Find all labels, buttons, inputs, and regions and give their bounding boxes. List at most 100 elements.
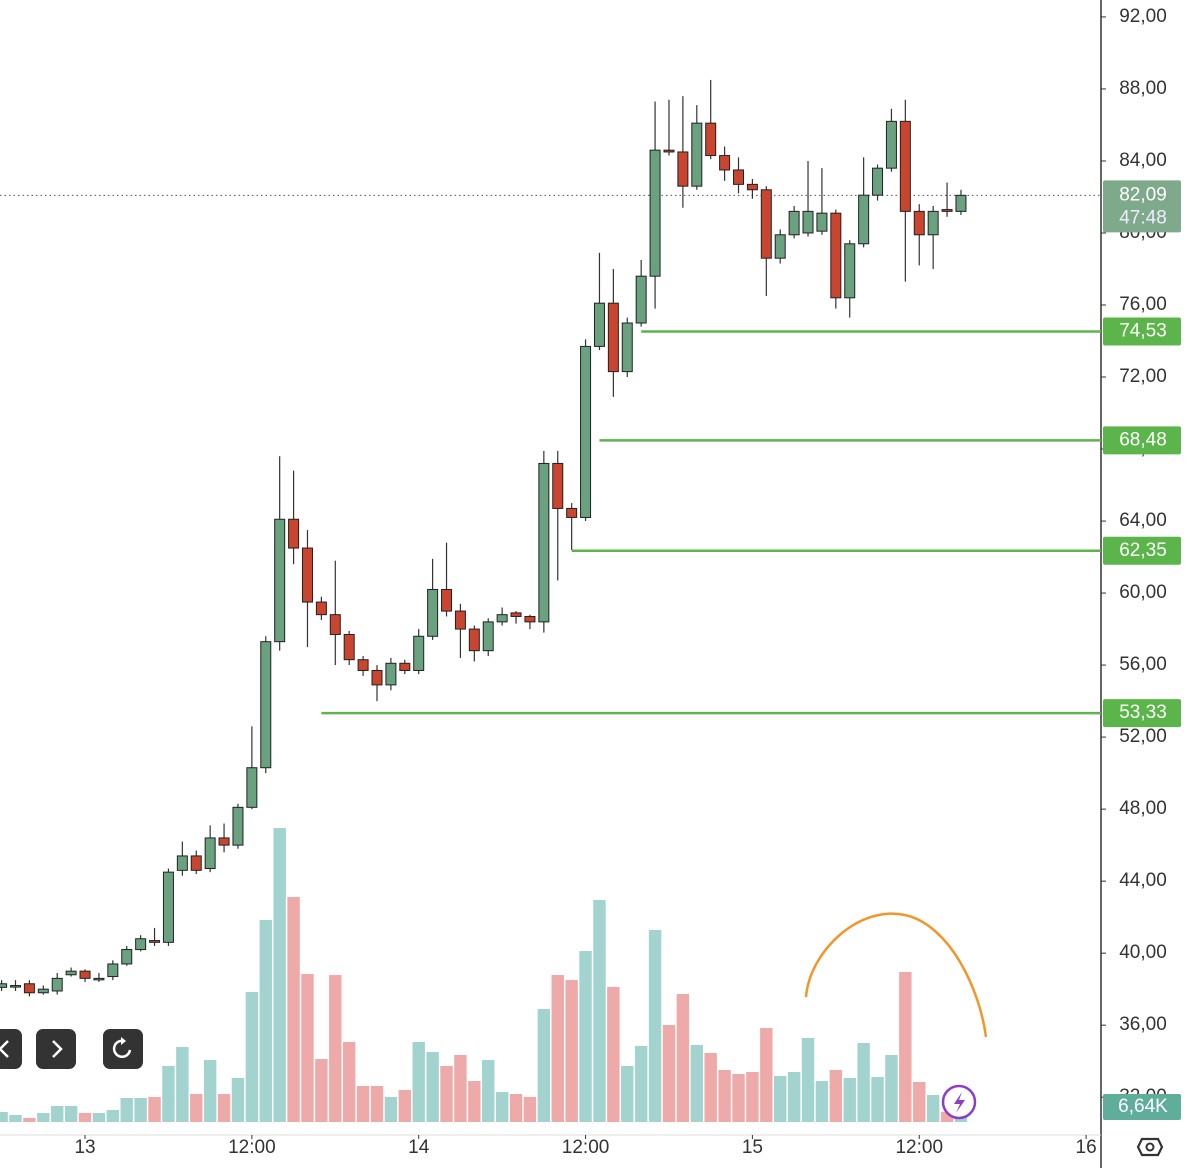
y-tick-label: 44,00: [1119, 870, 1167, 891]
level-label-bg: [1103, 699, 1181, 728]
reset-button[interactable]: [103, 1029, 143, 1069]
volume-bar: [732, 1074, 745, 1122]
y-tick-label: 40,00: [1119, 942, 1167, 963]
volume-bar: [662, 1024, 676, 1122]
reset-icon: [112, 1039, 132, 1059]
volume-bar: [162, 1065, 175, 1122]
candle-body: [816, 212, 828, 232]
candle-body: [482, 621, 494, 652]
candle-body: [719, 155, 731, 171]
volume-bar: [913, 1081, 926, 1122]
volume-bar: [746, 1071, 759, 1122]
volume-bar: [718, 1069, 731, 1122]
volume-bar: [704, 1052, 717, 1122]
candle-body: [357, 659, 369, 671]
candle-body: [385, 662, 397, 686]
forward-button[interactable]: [36, 1029, 76, 1069]
reset-arrow: [121, 1037, 126, 1045]
volume-bar: [871, 1076, 884, 1122]
candle-body: [607, 302, 619, 373]
candle-body: [635, 275, 647, 324]
volume-bar: [315, 1058, 328, 1122]
lightning-bolt: [954, 1092, 965, 1113]
candle-body: [913, 210, 925, 236]
y-tick-label: 60,00: [1119, 582, 1167, 603]
level-label-bg: [1103, 536, 1181, 565]
volume-bar: [760, 1027, 773, 1122]
volume-bar: [78, 1112, 92, 1122]
candle-body: [621, 322, 633, 373]
price-label: 82,09: [1119, 184, 1167, 205]
x-tick-label: 15: [742, 1137, 763, 1158]
volume-bar: [342, 1041, 356, 1122]
candle-body: [260, 641, 272, 769]
x-tick-label: 12:00: [895, 1137, 943, 1158]
candle-body: [510, 612, 522, 617]
volume-bar: [899, 971, 912, 1122]
volume-bar: [301, 973, 314, 1122]
volume-bar: [676, 993, 690, 1122]
candle-body: [552, 462, 564, 509]
volume-bar: [217, 1094, 231, 1122]
candle-body: [788, 210, 800, 236]
volume-bar: [607, 986, 620, 1122]
candle-body: [885, 120, 897, 169]
candle-body: [844, 243, 856, 299]
volume-bar: [412, 1041, 425, 1122]
volume-label: 6,64K: [1118, 1096, 1168, 1117]
volume-bar: [64, 1105, 78, 1122]
y-tick-label: 36,00: [1119, 1014, 1167, 1035]
volume-bar: [176, 1046, 189, 1122]
level-label: 74,53: [1119, 320, 1167, 341]
candle-body: [760, 189, 772, 259]
volume-bar: [634, 1045, 648, 1122]
volume-bar: [287, 896, 300, 1122]
candle-body: [830, 212, 842, 299]
volume-bar: [120, 1098, 133, 1122]
candle-body: [454, 610, 466, 630]
volume-bar: [134, 1098, 147, 1122]
x-tick-label: 16: [1076, 1137, 1097, 1158]
x-tick-label: 14: [408, 1137, 430, 1158]
volume-bar: [0, 1111, 8, 1122]
candle-body: [232, 806, 244, 846]
volume-bar: [523, 1096, 537, 1122]
volume-bar: [148, 1096, 161, 1122]
candle-body: [413, 635, 425, 671]
candle-body: [955, 194, 967, 212]
candle-body: [204, 837, 216, 870]
y-tick-label: 56,00: [1119, 654, 1167, 675]
volume-bar: [815, 1081, 829, 1122]
lightning-icon[interactable]: [941, 1084, 977, 1120]
volume-bar: [384, 1096, 398, 1122]
level-label: 68,48: [1119, 429, 1167, 450]
candle-body: [468, 628, 480, 652]
candle-body: [746, 183, 758, 191]
volume-label-bg: [1103, 1094, 1181, 1121]
candle-body: [371, 669, 383, 686]
level-label-bg: [1103, 426, 1181, 455]
y-tick-label: 76,00: [1119, 294, 1167, 315]
volume-bar: [829, 1069, 843, 1122]
candle-body: [663, 149, 675, 153]
volume-bar: [51, 1105, 64, 1122]
x-tick-label: 13: [74, 1137, 95, 1158]
candle-body: [0, 983, 8, 988]
candle-body: [872, 167, 884, 196]
candle-body: [65, 970, 77, 976]
y-tick-label: 64,00: [1119, 510, 1167, 531]
volume-bar: [245, 991, 259, 1122]
candle-body: [441, 588, 453, 612]
settings-icon[interactable]: [1136, 1137, 1164, 1157]
candle-body: [649, 149, 661, 277]
candle-body: [774, 234, 786, 259]
candle-body: [107, 963, 119, 978]
candle-body: [941, 209, 953, 212]
candle-body: [343, 633, 355, 661]
back-button[interactable]: [0, 1029, 22, 1069]
volume-bar: [482, 1059, 495, 1122]
candle-body: [524, 615, 536, 623]
y-tick-label: 88,00: [1119, 78, 1167, 99]
